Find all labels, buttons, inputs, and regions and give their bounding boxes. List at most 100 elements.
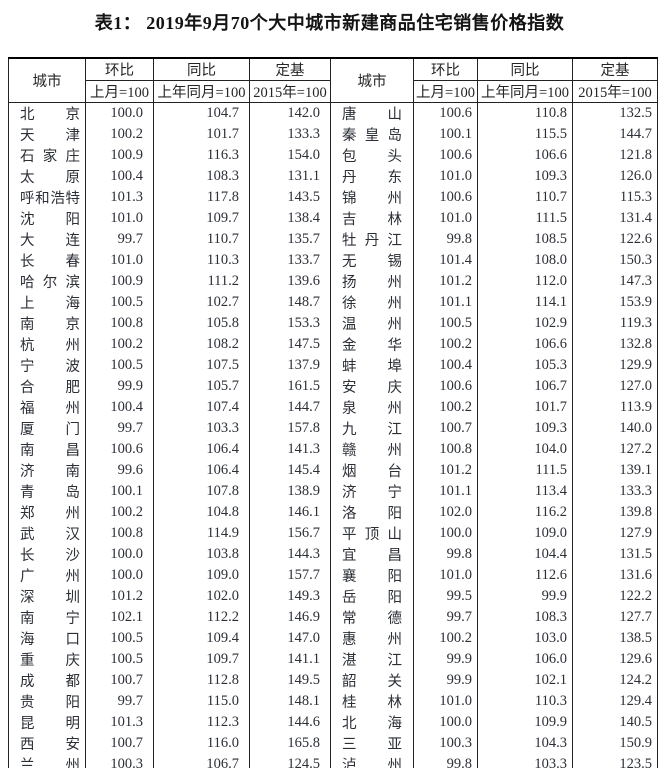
table-row: 海口 100.5 109.4 147.0 惠州 100.2 103.0 138.5: [8, 628, 658, 649]
fixed-value-cell: 165.8: [249, 733, 331, 754]
yoy-value-cell: 109.0: [153, 565, 250, 586]
city-cell: 吉林: [330, 208, 414, 229]
fixed-value-cell: 149.5: [249, 670, 331, 691]
mom-value-cell: 100.4: [413, 355, 478, 376]
yoy-value-cell: 115.5: [477, 124, 573, 145]
city-name: 洛阳: [342, 506, 402, 522]
city-cell: 哈尔滨: [8, 271, 86, 292]
mom-value-cell: 100.6: [413, 187, 478, 208]
city-cell: 赣州: [330, 439, 414, 460]
table-row: 长沙 100.0 103.8 144.3 宜昌 99.8 104.4 131.5: [8, 544, 658, 565]
city-cell: 桂林: [330, 691, 414, 712]
yoy-value-cell: 109.7: [153, 208, 250, 229]
header-mom-base-right: 上月=100: [413, 80, 478, 103]
mom-value-cell: 100.8: [413, 439, 478, 460]
fixed-value-cell: 150.3: [572, 250, 658, 271]
mom-value-cell: 99.8: [413, 754, 478, 768]
mom-value-cell: 100.0: [85, 544, 154, 565]
mom-value-cell: 99.9: [85, 376, 154, 397]
city-name: 常德: [342, 611, 402, 627]
yoy-value-cell: 102.0: [153, 586, 250, 607]
yoy-value-cell: 104.0: [477, 439, 573, 460]
mom-value-cell: 101.2: [413, 460, 478, 481]
city-name: 昆明: [20, 716, 80, 732]
city-cell: 唐山: [330, 102, 414, 124]
city-cell: 丹东: [330, 166, 414, 187]
city-name: 济南: [20, 464, 80, 480]
fixed-value-cell: 156.7: [249, 523, 331, 544]
city-cell: 厦门: [8, 418, 86, 439]
city-cell: 扬州: [330, 271, 414, 292]
yoy-value-cell: 107.8: [153, 481, 250, 502]
city-cell: 太原: [8, 166, 86, 187]
yoy-value-cell: 112.2: [153, 607, 250, 628]
mom-value-cell: 100.0: [85, 565, 154, 586]
mom-value-cell: 100.1: [85, 481, 154, 502]
fixed-value-cell: 124.2: [572, 670, 658, 691]
city-name: 南昌: [20, 443, 80, 459]
city-cell: 沈阳: [8, 208, 86, 229]
fixed-value-cell: 122.2: [572, 586, 658, 607]
mom-value-cell: 99.7: [85, 691, 154, 712]
city-name: 北海: [342, 716, 402, 732]
city-cell: 南昌: [8, 439, 86, 460]
mom-value-cell: 102.1: [85, 607, 154, 628]
yoy-value-cell: 109.4: [153, 628, 250, 649]
city-name: 济宁: [342, 485, 402, 501]
mom-value-cell: 100.3: [413, 733, 478, 754]
yoy-value-cell: 101.7: [477, 397, 573, 418]
fixed-value-cell: 148.7: [249, 292, 331, 313]
yoy-value-cell: 102.9: [477, 313, 573, 334]
yoy-value-cell: 106.7: [477, 376, 573, 397]
city-name: 襄阳: [342, 569, 402, 585]
fixed-value-cell: 149.3: [249, 586, 331, 607]
fixed-value-cell: 138.9: [249, 481, 331, 502]
yoy-value-cell: 111.5: [477, 208, 573, 229]
fixed-value-cell: 135.7: [249, 229, 331, 250]
yoy-value-cell: 104.8: [153, 502, 250, 523]
fixed-value-cell: 144.7: [572, 124, 658, 145]
yoy-value-cell: 109.3: [477, 166, 573, 187]
mom-value-cell: 100.7: [85, 733, 154, 754]
fixed-value-cell: 142.0: [249, 102, 331, 124]
fixed-value-cell: 119.3: [572, 313, 658, 334]
yoy-value-cell: 101.7: [153, 124, 250, 145]
city-name: 青岛: [20, 485, 80, 501]
yoy-value-cell: 105.8: [153, 313, 250, 334]
mom-value-cell: 100.2: [85, 124, 154, 145]
yoy-value-cell: 103.3: [477, 754, 573, 768]
table-row: 青岛 100.1 107.8 138.9 济宁 101.1 113.4 133.3: [8, 481, 658, 502]
yoy-value-cell: 106.4: [153, 460, 250, 481]
city-name: 宜昌: [342, 548, 402, 564]
yoy-value-cell: 108.0: [477, 250, 573, 271]
city-name: 丹东: [342, 170, 402, 186]
city-name: 长春: [20, 254, 80, 270]
mom-value-cell: 100.6: [413, 145, 478, 166]
city-cell: 包头: [330, 145, 414, 166]
fixed-value-cell: 140.0: [572, 418, 658, 439]
table-row: 大连 99.7 110.7 135.7 牡丹江 99.8 108.5 122.6: [8, 229, 658, 250]
city-name: 宁波: [20, 359, 80, 375]
city-name: 杭州: [20, 338, 80, 354]
fixed-value-cell: 141.3: [249, 439, 331, 460]
fixed-value-cell: 139.8: [572, 502, 658, 523]
mom-value-cell: 100.2: [413, 397, 478, 418]
yoy-value-cell: 112.0: [477, 271, 573, 292]
city-cell: 成都: [8, 670, 86, 691]
table-title: 表1： 2019年9月70个大中城市新建商品住宅销售价格指数: [94, 13, 565, 33]
mom-value-cell: 100.4: [85, 166, 154, 187]
fixed-value-cell: 153.9: [572, 292, 658, 313]
mom-value-cell: 99.7: [85, 418, 154, 439]
city-cell: 襄阳: [330, 565, 414, 586]
fixed-value-cell: 148.1: [249, 691, 331, 712]
mom-value-cell: 101.3: [85, 712, 154, 733]
yoy-value-cell: 108.2: [153, 334, 250, 355]
table-row: 合肥 99.9 105.7 161.5 安庆 100.6 106.7 127.0: [8, 376, 658, 397]
yoy-value-cell: 114.1: [477, 292, 573, 313]
mom-value-cell: 100.8: [85, 523, 154, 544]
header-yoy-left: 同比: [153, 58, 250, 81]
fixed-value-cell: 115.3: [572, 187, 658, 208]
fixed-value-cell: 138.5: [572, 628, 658, 649]
city-cell: 锦州: [330, 187, 414, 208]
yoy-value-cell: 111.2: [153, 271, 250, 292]
